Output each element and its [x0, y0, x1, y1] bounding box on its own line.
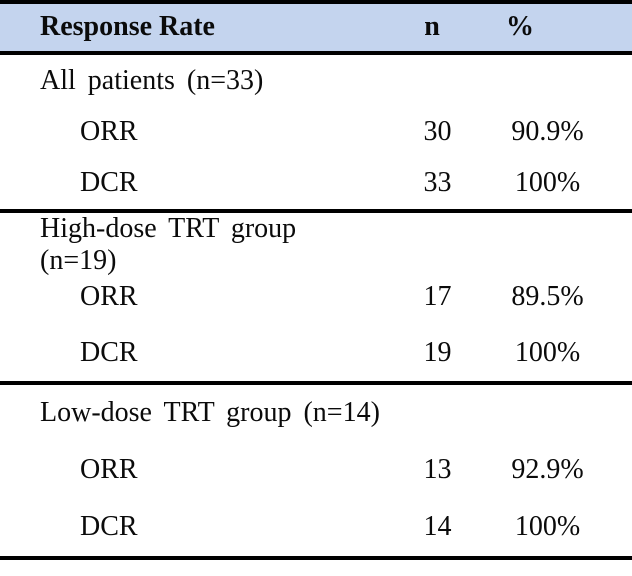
n-value: 19 [423, 336, 452, 368]
n-value: 17 [423, 280, 452, 312]
n-value: 33 [423, 167, 452, 199]
metric-name: DCR [80, 336, 138, 368]
section-all-patients: All patients (n=33) ORR 30 90.9% DCR 33 … [0, 55, 632, 209]
n-value: 30 [423, 115, 452, 147]
section-label-row: Low-dose TRT group (n=14) [0, 385, 632, 442]
percent-value: 90.9% [511, 115, 584, 147]
header-col-n: n [424, 11, 440, 43]
table-row-dcr: DCR 33 100% [0, 158, 632, 209]
table-row-orr: ORR 17 89.5% [0, 269, 632, 325]
table-bottom-rule [0, 555, 632, 560]
metric-name: ORR [80, 280, 138, 312]
percent-value: 100% [514, 511, 581, 543]
percent-value: 100% [514, 336, 581, 368]
section-label: All patients (n=33) [40, 64, 264, 96]
metric-name: ORR [80, 454, 138, 486]
table-row-orr: ORR 13 92.9% [0, 442, 632, 499]
section-high-dose-trt: High-dose TRT group (n=19) ORR 17 89.5% … [0, 208, 632, 381]
table-row-dcr: DCR 19 100% [0, 325, 632, 381]
section-label-row: High-dose TRT group (n=19) [0, 213, 632, 276]
table-header-row: Response Rate n % [0, 4, 632, 55]
header-col-percent: % [506, 11, 534, 43]
metric-name: ORR [80, 115, 138, 147]
metric-name: DCR [80, 167, 138, 199]
table-top-rule [0, 0, 632, 4]
section-low-dose-trt: Low-dose TRT group (n=14) ORR 13 92.9% D… [0, 380, 632, 556]
n-value: 14 [423, 511, 452, 543]
percent-value: 92.9% [511, 454, 584, 486]
n-value: 13 [423, 454, 452, 486]
section-label: High-dose TRT group (n=19) [40, 212, 297, 277]
table-row-dcr: DCR 14 100% [0, 499, 632, 556]
percent-value: 100% [514, 167, 581, 199]
header-col-response-rate: Response Rate [40, 11, 215, 43]
percent-value: 89.5% [511, 280, 584, 312]
table-row-orr: ORR 30 90.9% [0, 106, 632, 157]
section-label: Low-dose TRT group (n=14) [40, 397, 380, 429]
metric-name: DCR [80, 511, 138, 543]
section-label-row: All patients (n=33) [0, 55, 632, 106]
